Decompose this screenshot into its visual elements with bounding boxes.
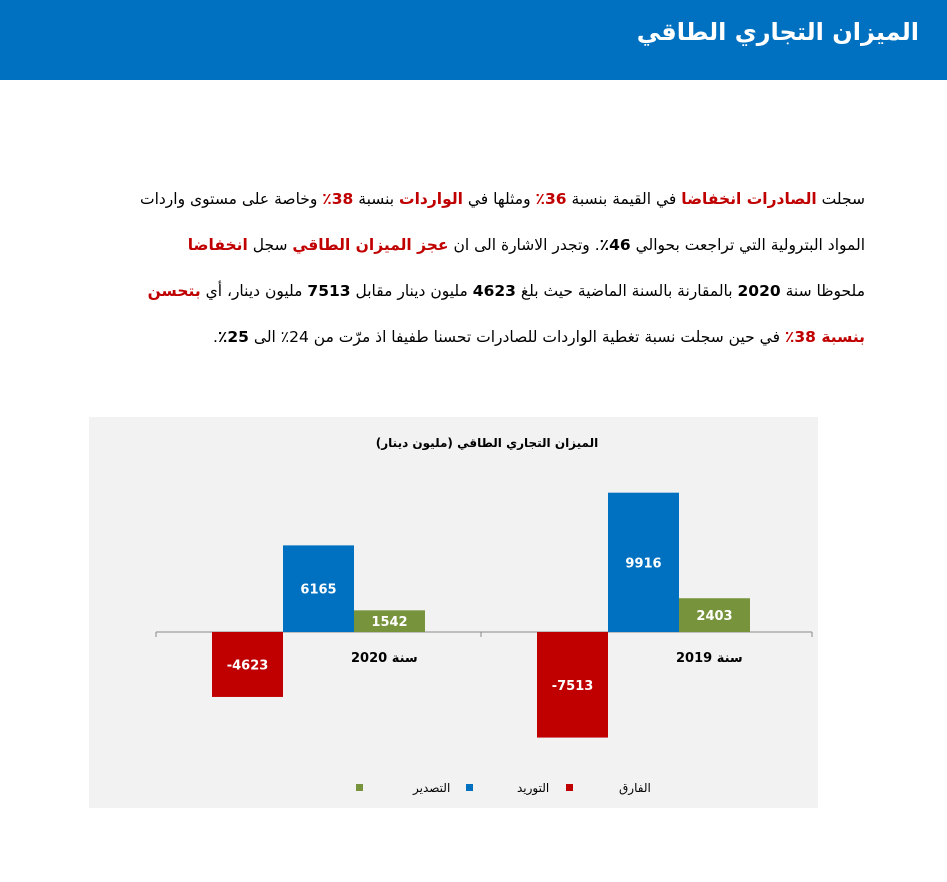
text-run: وخاصة على مستوى واردات: [140, 190, 323, 208]
bold-percent: 46٪: [599, 236, 631, 254]
text-run: . وتجدر الاشارة الى ان: [448, 236, 600, 254]
text-run: المواد البترولية التي تراجعت بحوالي: [630, 236, 865, 254]
highlight-percent: 38٪: [322, 190, 354, 208]
data-label: -4623: [227, 658, 269, 673]
data-label: 9916: [625, 556, 661, 571]
highlight-imports: الواردات: [399, 190, 463, 208]
data-label: 2403: [696, 609, 732, 624]
chart-panel: الميزان التجاري الطاقي (مليون دينار) -46…: [89, 417, 818, 808]
category-label: سنة 2020: [351, 651, 418, 666]
legend-swatch: [566, 784, 573, 791]
paragraph-line-3: ملحوظا سنة 2020 بالمقارنة بالسنة الماضية…: [50, 268, 865, 314]
highlight-decrease: انخفاضا: [187, 236, 248, 254]
highlight-exports: الصادرات انخفاضا: [681, 190, 817, 208]
legend-label: الفارق: [619, 781, 651, 796]
text-run: بالمقارنة بالسنة الماضية حيث بلغ: [515, 282, 738, 300]
legend-label: التصدير: [412, 781, 450, 796]
text-run: مليون دينار مقابل: [350, 282, 473, 300]
bold-percent: 25٪: [217, 328, 249, 346]
chart-title: الميزان التجاري الطاقي (مليون دينار): [376, 436, 598, 451]
text-run: في حين سجلت نسبة تغطية الواردات للصادرات…: [248, 328, 785, 346]
bar-imports: [283, 545, 354, 632]
text-run: بنسبة: [353, 190, 400, 208]
bar-difference: [212, 632, 283, 697]
highlight-percent: 36٪: [535, 190, 567, 208]
paragraph-line-4: بنسبة 38٪ في حين سجلت نسبة تغطية الواردا…: [50, 314, 865, 360]
text-run: في القيمة بنسبة: [566, 190, 682, 208]
text-run: .: [212, 328, 218, 346]
legend-swatch: [466, 784, 473, 791]
highlight-improvement: بتحسن: [147, 282, 201, 300]
bar-exports: [679, 598, 750, 632]
legend-label: التوريد: [517, 781, 549, 796]
bar-difference: [537, 632, 608, 738]
paragraph-line-2: المواد البترولية التي تراجعت بحوالي 46٪.…: [50, 222, 865, 268]
category-label: سنة 2019: [676, 651, 743, 666]
text-run: سجلت: [816, 190, 865, 208]
text-run: سجل: [247, 236, 293, 254]
text-run: ومثلها في: [462, 190, 536, 208]
bar-imports: [608, 492, 679, 632]
paragraph-line-1: سجلت الصادرات انخفاضا في القيمة بنسبة 36…: [50, 176, 865, 222]
description-paragraph: سجلت الصادرات انخفاضا في القيمة بنسبة 36…: [50, 176, 865, 360]
bar-exports: [354, 610, 425, 632]
highlight-percent: بنسبة 38٪: [784, 328, 865, 346]
data-label: 1542: [371, 615, 407, 630]
page-title: الميزان التجاري الطاقي: [636, 18, 919, 46]
header-bar: الميزان التجاري الطاقي: [0, 0, 947, 80]
bold-value: 7513: [307, 282, 351, 300]
text-run: ملحوظا سنة: [780, 282, 865, 300]
legend-swatch: [356, 784, 363, 791]
bar-chart: الميزان التجاري الطاقي (مليون دينار) -46…: [155, 436, 813, 796]
bold-year: 2020: [737, 282, 781, 300]
text-run: مليون دينار، أي: [200, 282, 308, 300]
data-label: 6165: [300, 583, 336, 598]
bold-value: 4623: [472, 282, 516, 300]
highlight-deficit: عجز الميزان الطاقي: [292, 236, 449, 254]
data-label: -7513: [552, 679, 594, 694]
